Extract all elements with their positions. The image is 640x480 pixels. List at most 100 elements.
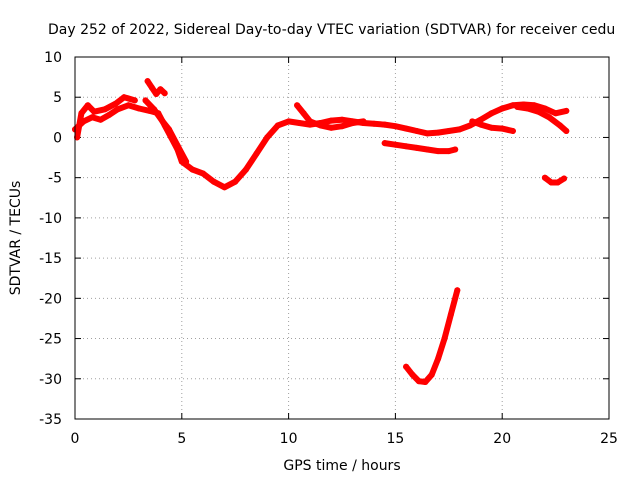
y-tick-label: -30 [39, 372, 62, 388]
data-point [328, 117, 335, 124]
data-point [106, 111, 113, 118]
data-point [541, 174, 548, 181]
data-point [97, 116, 104, 123]
data-point [349, 120, 356, 126]
data-point [435, 148, 442, 155]
data-point [524, 105, 531, 112]
data-point [91, 108, 98, 115]
data-point [469, 118, 476, 125]
y-tick-label: -25 [39, 332, 62, 348]
x-tick-label: 10 [280, 431, 298, 447]
y-tick-label: -20 [39, 291, 62, 307]
x-tick-label: 25 [600, 431, 618, 447]
data-point [210, 178, 217, 185]
data-point [441, 335, 448, 342]
y-tick-label: -5 [48, 171, 62, 187]
y-tick-label: -10 [39, 211, 62, 227]
data-point [142, 97, 149, 104]
data-point [541, 105, 548, 112]
data-point [424, 130, 431, 137]
data-point [403, 125, 410, 132]
data-point [114, 106, 121, 113]
data-point [499, 125, 506, 132]
data-point [409, 371, 416, 378]
y-tick-label: 10 [44, 50, 62, 66]
data-point [415, 378, 422, 385]
data-point [561, 175, 568, 182]
data-point [428, 371, 435, 378]
data-point [300, 110, 307, 117]
tick-labels: 0 5 10 15 20 25 10 5 0 -5 -10 -15 -20 -25 -30 -35 [39, 50, 618, 447]
data-point [183, 158, 190, 165]
data-point [454, 287, 461, 294]
data-point [101, 106, 108, 113]
data-point [563, 107, 570, 114]
data-point [78, 110, 85, 117]
y-tick-label: 0 [53, 130, 62, 146]
data-point [535, 108, 542, 115]
chart-title: Day 252 of 2022, Sidereal Day-to-day VTE… [48, 22, 615, 38]
x-axis-label: GPS time / hours [283, 458, 400, 474]
data-point [424, 146, 431, 153]
x-tick-label: 20 [493, 431, 511, 447]
data-point [153, 91, 160, 97]
data-point [148, 84, 155, 91]
data-point [121, 94, 128, 101]
data-point [161, 90, 168, 97]
data-point [174, 142, 181, 149]
x-tick-label: 5 [177, 431, 186, 447]
data-point [403, 143, 410, 150]
data-point [488, 110, 495, 117]
data-point [242, 166, 249, 173]
data-point [509, 128, 516, 134]
data-point [447, 311, 454, 318]
y-tick-label: -35 [39, 412, 62, 428]
data-point [307, 118, 313, 125]
data-point [488, 124, 495, 131]
data-point [112, 100, 119, 107]
data-point [328, 124, 335, 131]
data-point [392, 141, 399, 148]
data-point [221, 184, 228, 191]
data-point [74, 134, 81, 141]
data-point [445, 128, 452, 134]
series-line-track-a [72, 101, 570, 191]
data-point [159, 118, 166, 125]
series-line-track-i [541, 174, 568, 186]
data-point [554, 179, 561, 186]
data-point [166, 126, 172, 133]
data-point [317, 122, 324, 129]
data-point [548, 179, 555, 186]
data-point [514, 103, 521, 110]
data-point [435, 129, 442, 136]
data-point [144, 78, 151, 85]
x-tick-label: 15 [386, 431, 404, 447]
data-point [151, 106, 157, 113]
data-point [563, 128, 570, 134]
data-point [381, 121, 388, 128]
grid-lines [75, 57, 609, 419]
data-point [435, 355, 442, 362]
data-point [339, 116, 345, 123]
data-point [285, 118, 292, 125]
data-point [189, 166, 196, 173]
data-point [552, 110, 559, 117]
data-point [392, 123, 399, 130]
data-point [360, 118, 367, 125]
y-axis-label: SDTVAR / TECUs [8, 181, 24, 296]
x-tick-label: 0 [71, 431, 80, 447]
data-point [125, 102, 132, 109]
data-point [89, 114, 96, 121]
data-point [413, 144, 420, 151]
data-point [531, 102, 538, 109]
data-point [294, 102, 301, 109]
data-point [546, 114, 553, 121]
series-line-track-j [403, 287, 461, 385]
data-point [339, 123, 345, 130]
y-tick-label: 5 [53, 90, 62, 106]
data-point [445, 148, 452, 155]
data-series [72, 78, 570, 385]
data-point [131, 97, 138, 104]
data-point [381, 140, 388, 147]
